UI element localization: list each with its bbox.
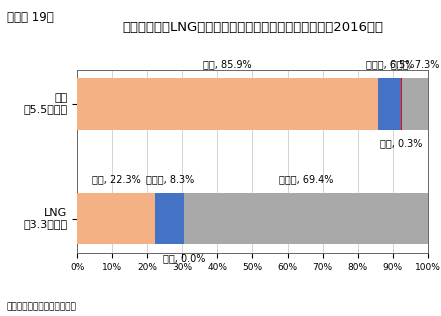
Bar xyxy=(155,193,184,245)
Bar xyxy=(77,78,378,130)
Text: ロシア, 8.3%: ロシア, 8.3% xyxy=(146,174,194,184)
Bar xyxy=(402,78,428,130)
Bar xyxy=(77,193,155,245)
Text: 米国, 0.0%: 米国, 0.0% xyxy=(163,253,206,263)
Text: （図表 19）: （図表 19） xyxy=(7,11,53,24)
Bar xyxy=(378,78,401,130)
Text: （資料）財務省「貿易統計」: （資料）財務省「貿易統計」 xyxy=(7,302,76,311)
Text: 米国, 0.3%: 米国, 0.3% xyxy=(381,138,423,148)
Title: 日本の原油・LNG輸入額に占める各国・地域のシェア（2016年）: 日本の原油・LNG輸入額に占める各国・地域のシェア（2016年） xyxy=(122,21,383,33)
Text: その他, 7.3%: その他, 7.3% xyxy=(391,59,439,69)
Bar xyxy=(184,193,428,245)
Text: その他, 69.4%: その他, 69.4% xyxy=(280,174,334,184)
Text: ロシア, 6.5%: ロシア, 6.5% xyxy=(366,59,414,69)
Bar xyxy=(401,78,402,130)
Text: 中東, 22.3%: 中東, 22.3% xyxy=(92,174,141,184)
Text: 中東, 85.9%: 中東, 85.9% xyxy=(203,59,252,69)
